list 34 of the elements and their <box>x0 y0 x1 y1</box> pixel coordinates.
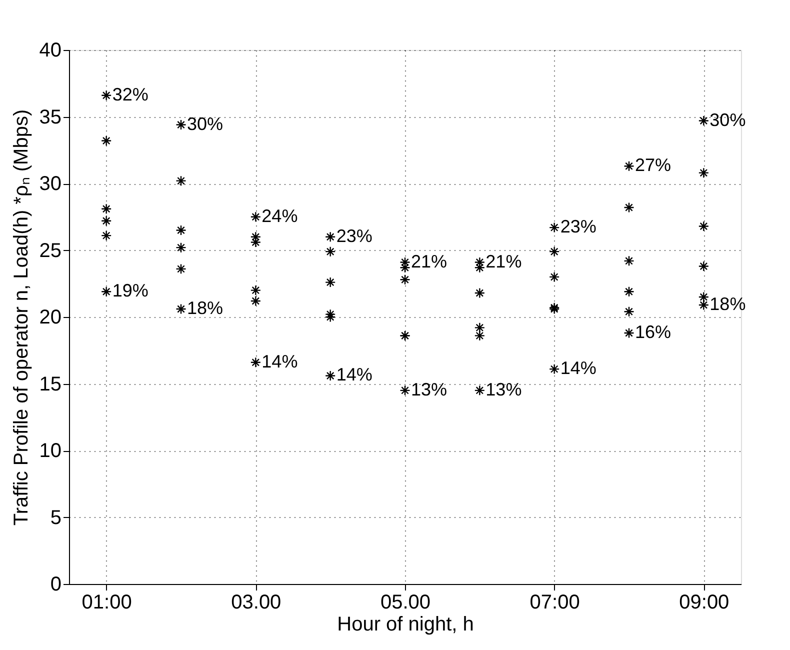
annotation: 23% <box>336 226 372 246</box>
annotation: 13% <box>486 379 522 400</box>
annotation: 21% <box>411 251 448 272</box>
annotation: 24% <box>262 206 298 226</box>
y-tick-label: 15 <box>39 373 62 396</box>
annotation: 19% <box>112 280 148 301</box>
annotation: 27% <box>635 155 672 176</box>
annotation: 32% <box>112 84 148 104</box>
y-tick-label: 5 <box>50 506 62 529</box>
y-tick-label: 0 <box>50 574 62 596</box>
annotation: 14% <box>560 358 596 378</box>
annotation: 14% <box>336 364 372 385</box>
annotation: 30% <box>187 114 224 134</box>
y-tick-label: 35 <box>39 106 62 128</box>
annotation: 18% <box>710 294 746 314</box>
x-axis-title: Hour of night, h <box>337 614 474 636</box>
annotation: 21% <box>486 251 522 272</box>
y-tick-label: 40 <box>39 40 62 62</box>
annotation: 16% <box>635 322 672 342</box>
x-tick-label: 09:00 <box>679 592 730 614</box>
y-axis-title: Traffic Profile of operator n, Load(h) *ρₙ (Mbps) <box>10 109 32 526</box>
y-tick-label: 10 <box>39 440 62 462</box>
y-tick-label: 30 <box>39 173 62 195</box>
annotation: 23% <box>560 216 596 237</box>
x-tick-label: 07:00 <box>530 592 580 614</box>
annotation: 30% <box>710 110 746 130</box>
annotation: 13% <box>411 379 448 400</box>
x-tick-label: 01:00 <box>82 592 132 614</box>
y-tick-label: 25 <box>39 240 62 262</box>
y-tick-label: 20 <box>39 306 62 328</box>
annotation: 14% <box>262 351 298 372</box>
x-tick-label: 03.00 <box>231 592 282 614</box>
x-tick-label: 05.00 <box>380 592 431 614</box>
annotation: 18% <box>187 298 224 318</box>
